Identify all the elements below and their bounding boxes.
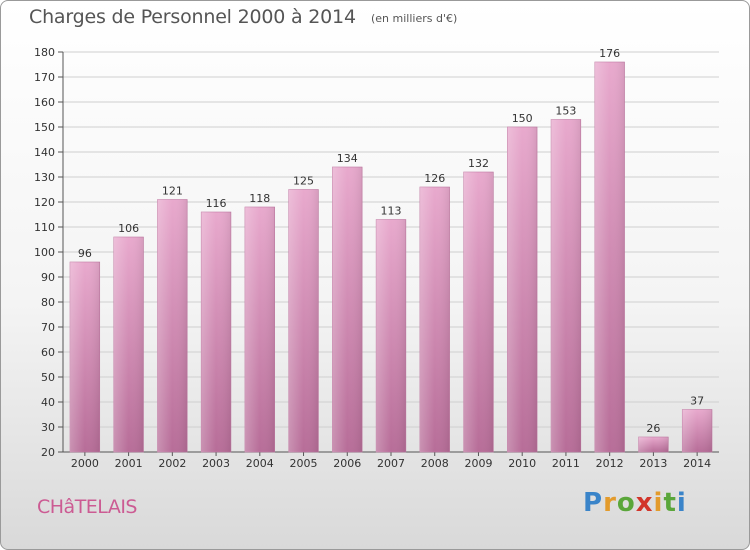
bar-shine	[682, 409, 713, 452]
y-tick-label: 50	[41, 371, 55, 384]
logo-letter: x	[635, 488, 654, 518]
bar-shine	[594, 62, 625, 452]
bar-shine	[157, 199, 188, 452]
axes: 20 30 40 50 60 70 80 90 100 110 120 130 140 150 160 170…	[34, 46, 719, 470]
logo-letter: t	[663, 488, 677, 518]
y-tick-label: 30	[41, 421, 55, 434]
proxiti-logo: Proxiti	[583, 488, 687, 518]
y-tick-label: 180	[34, 46, 55, 59]
y-tick-label: 130	[34, 171, 55, 184]
bar-value-label: 121	[162, 185, 183, 198]
y-tick-label: 80	[41, 296, 55, 309]
logo-letter: r	[603, 488, 617, 518]
bar-shine	[376, 219, 406, 452]
bar-value-label: 116	[206, 197, 227, 210]
bar-value-label: 118	[249, 192, 270, 205]
bar-value-label: 132	[468, 157, 489, 170]
y-tick-label: 100	[34, 246, 55, 259]
x-tick-label: 2010	[508, 457, 536, 470]
y-tick-label: 140	[34, 146, 55, 159]
x-tick-label: 2006	[333, 457, 361, 470]
bar-value-label: 176	[599, 47, 620, 60]
x-tick-label: 2013	[639, 457, 667, 470]
bar-shine	[113, 237, 144, 452]
bar-value-label: 37	[690, 395, 704, 408]
x-tick-label: 2009	[464, 457, 492, 470]
y-tick-label: 160	[34, 96, 55, 109]
x-tick-label: 2000	[71, 457, 99, 470]
location-name: CHâTELAIS	[37, 496, 138, 518]
logo-letter: P	[583, 488, 604, 518]
bar-shine	[332, 167, 363, 452]
x-tick-label: 2014	[683, 457, 711, 470]
y-tick-label: 120	[34, 196, 55, 209]
bar-value-label: 26	[646, 422, 660, 435]
bar-shine	[551, 119, 581, 452]
y-tick-label: 70	[41, 321, 55, 334]
y-tick-label: 60	[41, 346, 55, 359]
y-tick-label: 40	[41, 396, 55, 409]
bar-shine	[419, 187, 450, 452]
bar-shine	[638, 437, 669, 452]
bar-value-label: 106	[118, 222, 139, 235]
bar-shine	[201, 212, 231, 452]
bar-value-label: 96	[78, 247, 92, 260]
x-tick-label: 2001	[115, 457, 143, 470]
bar-value-label: 113	[381, 205, 402, 218]
chart-title: Charges de Personnel 2000 à 2014	[29, 6, 356, 28]
x-tick-label: 2008	[421, 457, 449, 470]
x-tick-label: 2005	[290, 457, 318, 470]
bar-shine	[463, 172, 494, 452]
bar-shine	[69, 262, 100, 452]
x-tick-label: 2012	[596, 457, 624, 470]
bar-shine	[244, 207, 275, 452]
y-tick-label: 170	[34, 71, 55, 84]
bar-value-label: 125	[293, 175, 314, 188]
y-tick-label: 110	[34, 221, 55, 234]
bar-value-label: 150	[512, 112, 533, 125]
y-tick-label: 90	[41, 271, 55, 284]
x-tick-label: 2007	[377, 457, 405, 470]
bar-value-label: 134	[337, 152, 358, 165]
bar-shine	[507, 127, 538, 452]
x-tick-label: 2004	[246, 457, 274, 470]
bar-value-label: 126	[424, 172, 445, 185]
y-tick-label: 150	[34, 121, 55, 134]
x-tick-label: 2011	[552, 457, 580, 470]
bar-value-label: 153	[555, 105, 576, 118]
chart-unit: (en milliers d'€)	[371, 12, 458, 25]
logo-letter: i	[676, 488, 687, 518]
x-tick-label: 2003	[202, 457, 230, 470]
y-tick-label: 20	[41, 446, 55, 459]
bars: 96 106 121 116 118 125 134 113 126 132 150 153 176 26…	[69, 47, 713, 453]
logo-letter: i	[653, 488, 664, 518]
x-tick-label: 2002	[158, 457, 186, 470]
bar-shine	[288, 189, 319, 452]
logo-letter: o	[616, 488, 636, 518]
